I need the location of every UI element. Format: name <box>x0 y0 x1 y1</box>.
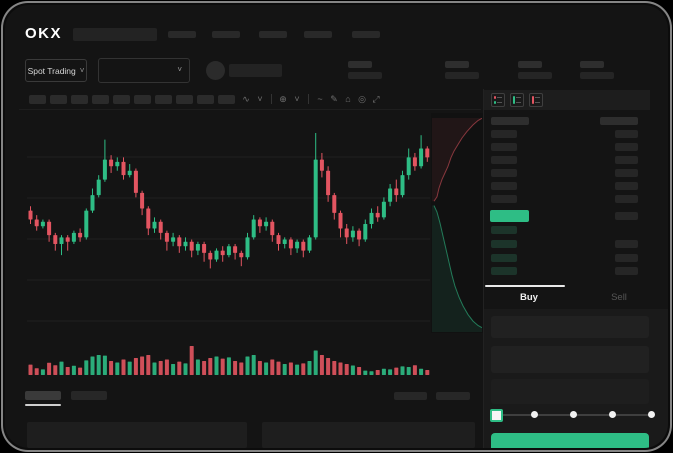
pair-dropdown[interactable]: ˅ <box>98 58 190 83</box>
slider-stop-dot[interactable] <box>647 411 655 418</box>
bid-amount-skeleton <box>615 267 638 275</box>
buy-submit-button[interactable] <box>491 433 649 448</box>
header-search-skeleton[interactable] <box>73 28 157 41</box>
overlay-chevron-icon[interactable]: ˅ <box>294 94 300 104</box>
amount-input-skeleton[interactable] <box>491 346 649 373</box>
stat-label-skeleton <box>518 61 542 68</box>
active-tab-indicator <box>485 285 565 287</box>
tab-buy[interactable]: Buy <box>520 292 538 303</box>
ask-amount-skeleton <box>615 143 638 151</box>
stat-value-skeleton <box>580 72 614 79</box>
orderbook-toolbar <box>484 90 650 110</box>
timeframe-skeleton[interactable] <box>29 95 46 104</box>
chevron-down-icon: ˅ <box>79 65 85 75</box>
timeframe-skeleton[interactable] <box>134 95 151 104</box>
bid-amount-skeleton <box>615 254 638 262</box>
candle-style-icon[interactable]: ∿ <box>242 94 250 104</box>
draw-icon[interactable]: ✎ <box>330 94 338 104</box>
screen: OKX Spot Trading ˅ ˅ ∿ ˅ ⊕ ˅ ~ ✎ ⌂ ◎ ⤢ <box>5 5 668 448</box>
nav-item-skeleton[interactable] <box>259 31 287 38</box>
toolbar-divider <box>308 94 309 104</box>
ask-amount-skeleton <box>615 130 638 138</box>
ask-price-skeleton[interactable] <box>491 130 517 138</box>
bid-price-skeleton[interactable] <box>491 240 517 248</box>
market-type-label: Spot Trading <box>27 65 76 76</box>
timeframe-skeleton[interactable] <box>218 95 235 104</box>
pair-name-skeleton <box>229 64 282 77</box>
ask-amount-skeleton <box>615 182 638 190</box>
bottom-panel-skeleton <box>262 422 475 448</box>
slider-stop-dot[interactable] <box>570 411 577 418</box>
bottom-tab-active-skeleton[interactable] <box>25 391 61 400</box>
nav-item-skeleton[interactable] <box>212 31 240 38</box>
stat-value-skeleton <box>445 72 479 79</box>
last-price-bar[interactable] <box>490 210 529 222</box>
bottom-action-skeleton[interactable] <box>436 392 470 400</box>
ask-price-skeleton[interactable] <box>491 182 517 190</box>
nav-item-skeleton[interactable] <box>352 31 380 38</box>
nav-item-skeleton[interactable] <box>304 31 332 38</box>
bottom-panel-skeleton <box>27 422 247 448</box>
tab-sell[interactable]: Sell <box>611 292 627 303</box>
ask-amount-skeleton <box>615 156 638 164</box>
bottom-tab-skeleton[interactable] <box>71 391 107 400</box>
ask-price-skeleton[interactable] <box>491 195 517 203</box>
okx-logo: OKX <box>25 25 63 42</box>
stat-label-skeleton <box>445 61 469 68</box>
timeframe-skeleton[interactable] <box>113 95 130 104</box>
bid-amount-skeleton <box>615 240 638 248</box>
slider-handle[interactable] <box>490 409 503 422</box>
stat-value-skeleton <box>518 72 552 79</box>
timeframe-skeleton[interactable] <box>50 95 67 104</box>
chevron-down-icon: ˅ <box>177 65 182 74</box>
ask-price-skeleton[interactable] <box>491 156 517 164</box>
panel-divider <box>483 89 484 448</box>
volume-chart <box>28 346 430 375</box>
stat-label-skeleton <box>580 61 604 68</box>
stat-label-skeleton <box>348 61 372 68</box>
total-input-skeleton[interactable] <box>491 379 649 404</box>
orderbook-header-skeleton <box>600 117 638 125</box>
bottom-action-skeleton[interactable] <box>394 392 427 400</box>
amount-slider-track[interactable] <box>490 409 655 422</box>
pair-avatar[interactable] <box>206 61 225 80</box>
book-combined-icon[interactable] <box>491 93 505 107</box>
market-type-selector[interactable]: Spot Trading ˅ <box>25 59 87 82</box>
book-asks-only-icon[interactable] <box>529 93 543 107</box>
bid-price-skeleton[interactable] <box>491 254 517 262</box>
bid-price-skeleton[interactable] <box>491 267 517 275</box>
chart-toolbar-icons: ∿ ˅ ⊕ ˅ ~ ✎ ⌂ ◎ ⤢ <box>239 92 383 106</box>
slider-stop-dot[interactable] <box>608 411 616 418</box>
timeframe-skeleton[interactable] <box>197 95 214 104</box>
depth-chart[interactable] <box>432 114 482 332</box>
orderbook-header-skeleton <box>491 117 529 125</box>
candle-style-chevron-icon[interactable]: ˅ <box>257 94 263 104</box>
fullscreen-icon[interactable]: ⤢ <box>372 94 380 104</box>
stat-value-skeleton <box>348 72 382 79</box>
ask-amount-skeleton <box>615 195 638 203</box>
toolbar-divider <box>19 109 481 110</box>
nav-item-skeleton[interactable] <box>168 31 196 38</box>
price-input-skeleton[interactable] <box>491 316 649 338</box>
timeframe-skeleton[interactable] <box>71 95 88 104</box>
indicator-icon[interactable]: ~ <box>317 94 323 104</box>
snapshot-icon[interactable]: ⌂ <box>345 94 351 104</box>
ask-price-skeleton[interactable] <box>491 143 517 151</box>
book-bids-only-icon[interactable] <box>510 93 524 107</box>
settings-icon[interactable]: ◎ <box>358 94 366 104</box>
toolbar-divider <box>271 94 272 104</box>
candlestick-chart[interactable] <box>27 113 430 335</box>
bid-price-skeleton[interactable] <box>491 226 517 234</box>
ask-amount-skeleton <box>615 169 638 177</box>
bottom-tab-active-underline <box>25 404 61 406</box>
slider-stop-dot[interactable] <box>531 411 539 418</box>
timeframe-skeleton[interactable] <box>92 95 109 104</box>
ask-price-skeleton[interactable] <box>491 169 517 177</box>
timeframe-skeleton[interactable] <box>176 95 193 104</box>
orderbook-cell-skeleton <box>615 212 638 220</box>
overlay-icon[interactable]: ⊕ <box>279 94 287 104</box>
timeframe-skeleton[interactable] <box>155 95 172 104</box>
